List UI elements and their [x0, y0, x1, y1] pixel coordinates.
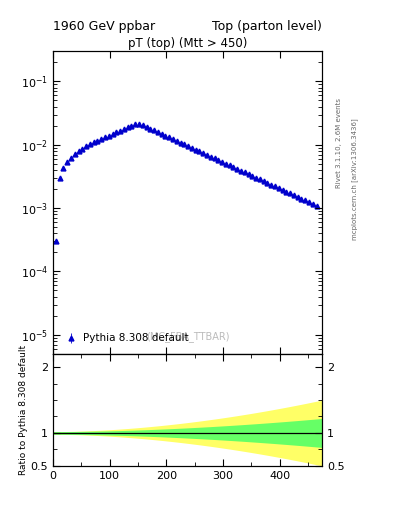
Text: (MC_FBA_TTBAR): (MC_FBA_TTBAR) [146, 331, 230, 342]
Text: Top (parton level): Top (parton level) [212, 20, 322, 33]
Legend: Pythia 8.308 default: Pythia 8.308 default [58, 328, 194, 349]
Y-axis label: Ratio to Pythia 8.308 default: Ratio to Pythia 8.308 default [19, 345, 28, 475]
Text: mcplots.cern.ch [arXiv:1306.3436]: mcplots.cern.ch [arXiv:1306.3436] [352, 118, 358, 240]
Title: pT (top) (Mtt > 450): pT (top) (Mtt > 450) [128, 37, 247, 50]
Text: 1960 GeV ppbar: 1960 GeV ppbar [53, 20, 155, 33]
Text: Rivet 3.1.10, 2.6M events: Rivet 3.1.10, 2.6M events [336, 98, 342, 188]
